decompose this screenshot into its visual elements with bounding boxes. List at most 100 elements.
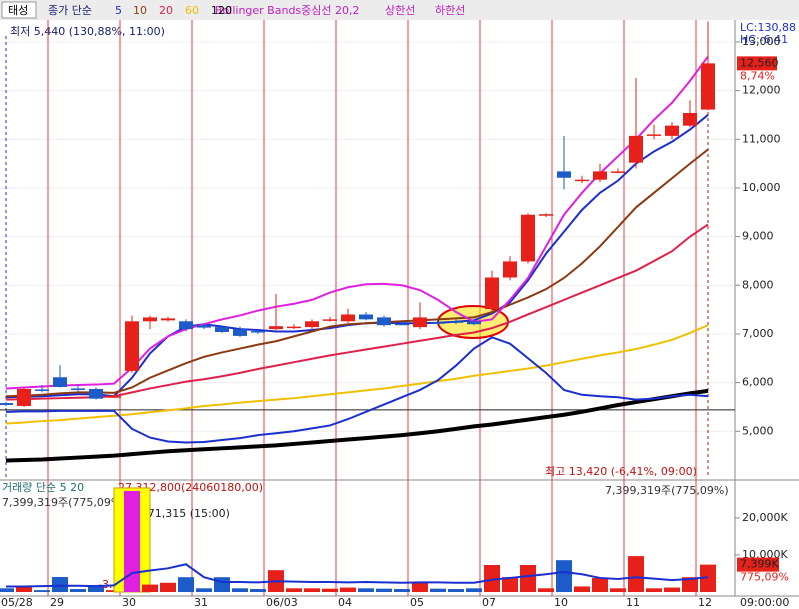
candle-body	[179, 321, 193, 330]
volume-bar	[160, 582, 176, 592]
x-tick-label: 04	[338, 596, 352, 609]
y-tick-label: 5,000	[742, 424, 774, 437]
candle-body	[395, 323, 409, 326]
low-note: 최저 5,440 (130,88%, 11:00)	[10, 25, 165, 38]
volume-bar	[70, 589, 86, 592]
stock-box[interactable]	[1, 1, 37, 19]
volume-bar	[232, 588, 248, 592]
indicator-line	[5, 388, 709, 463]
y-tick-label: 8,000	[742, 278, 774, 291]
candle-body	[17, 388, 31, 406]
x-tick-label: 11	[626, 596, 640, 609]
volume-bar	[358, 588, 374, 592]
volume-label: 거래량 단순 5 20	[2, 481, 84, 494]
volume-last-note: 7,399,319주(775,09%)	[2, 496, 126, 509]
candle-body	[161, 318, 175, 321]
y-tick-label: 9,000	[742, 230, 774, 243]
candle-body	[71, 388, 85, 390]
legend-bar	[0, 0, 799, 20]
bb-label: Bollinger Bands중심선 20,2	[215, 4, 360, 17]
legend-entry: 20	[159, 4, 173, 17]
volume-bar	[214, 577, 230, 592]
volume-bar	[304, 588, 320, 592]
last-volume-label: 7,399K	[740, 558, 779, 571]
volume-bar	[142, 584, 158, 592]
volume-bar	[700, 564, 716, 592]
candle-body	[665, 125, 679, 136]
legend-entry: 60	[185, 4, 199, 17]
volume-bar	[286, 588, 302, 592]
indicator-line	[5, 324, 709, 425]
indicator-line	[5, 148, 709, 398]
candle-body	[521, 214, 535, 262]
candle-body	[449, 321, 463, 323]
legend-entry: 5	[115, 4, 122, 17]
y-tick-label: 6,000	[742, 376, 774, 389]
volume-bar	[340, 587, 356, 592]
candle-body	[539, 214, 553, 216]
y-tick-label: 11,000	[742, 132, 781, 145]
indicator-line	[5, 336, 709, 444]
candle-body	[683, 113, 697, 126]
volume-bar	[574, 586, 590, 592]
volume-bar	[16, 587, 32, 592]
x-tick-label: 06/03	[266, 596, 298, 609]
volume-bar	[592, 577, 608, 592]
y-tick-label: 13,000	[742, 35, 781, 48]
volume-bar	[412, 582, 428, 592]
candle-body	[269, 326, 283, 330]
volume-bar	[628, 556, 644, 592]
volume-bar	[448, 589, 464, 592]
candle-body	[359, 314, 373, 320]
legend-entry: 하한선	[435, 3, 465, 17]
volume-bar	[538, 588, 554, 592]
lc-label: LC:130,88	[740, 21, 796, 34]
volume-bar	[610, 588, 626, 592]
y-tick-label: 7,000	[742, 327, 774, 340]
candle-body	[305, 321, 319, 328]
y-tick-label: 10,000	[742, 181, 781, 194]
stock-name: 태성	[8, 4, 28, 17]
x-tick-label: 07	[482, 596, 496, 609]
volume-bar	[466, 588, 482, 592]
volume-bar	[682, 577, 698, 592]
candle-body	[629, 135, 643, 163]
candle-body	[431, 322, 445, 324]
last-price-box	[737, 56, 777, 71]
y-tick-label: 12,000	[742, 84, 781, 97]
candle-body	[701, 63, 715, 110]
legend-entry: 10	[133, 4, 147, 17]
candle-body	[35, 389, 49, 391]
candle-body	[323, 319, 337, 321]
candle-body	[107, 396, 121, 398]
candle-body	[215, 327, 229, 333]
volume-ma-line	[6, 563, 709, 588]
last-volume-pct: 775,09%	[740, 571, 789, 584]
x-tick-label: 31	[194, 596, 208, 609]
change-label: 8,74%	[740, 69, 775, 82]
volume-bar	[0, 588, 14, 592]
volume-bar	[34, 590, 50, 592]
indicator-line	[5, 55, 709, 390]
candle-body	[413, 317, 427, 328]
time-label: 09:00:00	[740, 596, 789, 609]
ma-label: 종가 단순	[48, 4, 92, 17]
candle-body	[233, 329, 247, 336]
high-note: 최고 13,420 (-6,41%, 09:00)	[545, 465, 697, 478]
x-tick-label: 30	[122, 596, 136, 609]
volume-bar	[376, 588, 392, 592]
candle-body	[611, 171, 625, 173]
volume-tick-label: 20,000K	[742, 511, 788, 524]
volume-bar	[502, 577, 518, 592]
hc-label: HC:-6,41	[740, 33, 788, 46]
volume-bar	[178, 577, 194, 592]
volume-bar	[52, 577, 68, 592]
last-price-label: 12,560	[740, 56, 779, 69]
volume-bar	[484, 564, 500, 592]
x-tick-label: 10	[554, 596, 568, 609]
volume-bar	[196, 588, 212, 592]
candle-body	[503, 261, 517, 278]
candle-body	[125, 321, 139, 371]
